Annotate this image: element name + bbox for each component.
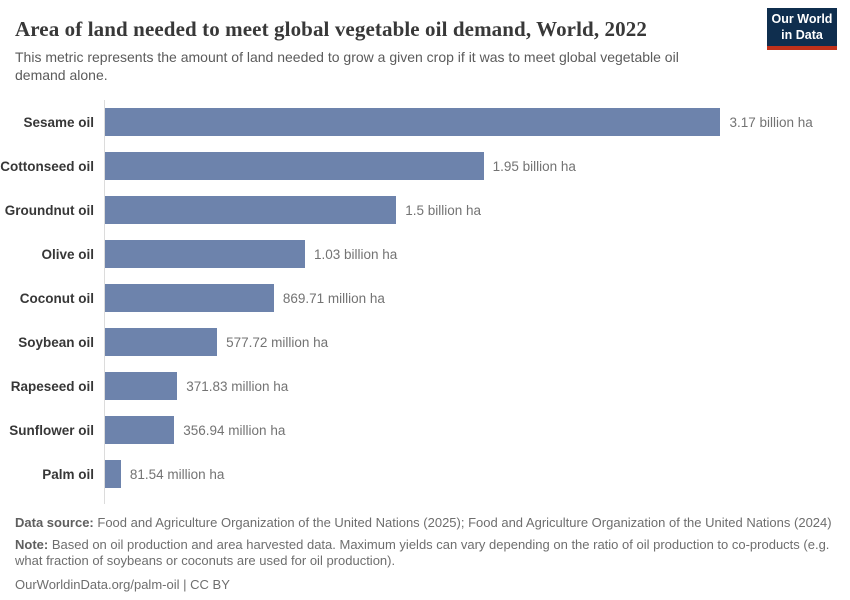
license-link[interactable]: CC BY	[190, 576, 230, 592]
bar[interactable]	[105, 152, 484, 181]
bar-track: 81.54 million ha	[104, 452, 835, 497]
bar-track: 577.72 million ha	[104, 320, 835, 365]
bar-track: 371.83 million ha	[104, 364, 835, 409]
owid-logo-line1: Our World	[771, 12, 833, 26]
data-source-label: Data source:	[15, 515, 94, 531]
value-label: 1.95 billion ha	[492, 158, 576, 174]
value-label: 869.71 million ha	[282, 290, 385, 306]
credit-separator: |	[183, 576, 187, 592]
value-label: 371.83 million ha	[186, 378, 289, 394]
owid-logo[interactable]: Our World in Data	[767, 8, 837, 50]
y-axis-tail	[15, 496, 835, 505]
bar[interactable]	[105, 460, 121, 489]
category-label: Coconut oil	[19, 290, 94, 306]
bar[interactable]	[105, 328, 218, 357]
value-label: 81.54 million ha	[129, 466, 225, 482]
category-label: Olive oil	[41, 246, 94, 262]
category-label: Rapeseed oil	[10, 378, 94, 394]
y-axis-line	[104, 496, 835, 505]
bar-track: 1.5 billion ha	[104, 188, 835, 233]
category-label: Palm oil	[42, 466, 94, 482]
owid-url-link[interactable]: OurWorldinData.org/palm-oil	[15, 576, 180, 592]
value-label: 3.17 billion ha	[729, 114, 813, 130]
chart-row: Coconut oil 869.71 million ha	[15, 276, 835, 321]
chart-row: Sesame oil 3.17 billion ha	[15, 100, 835, 145]
note-line: Note: Based on oil production and area h…	[15, 537, 835, 570]
bar-track: 869.71 million ha	[104, 276, 835, 321]
chart-subtitle: This metric represents the amount of lan…	[15, 49, 679, 83]
chart-row: Sunflower oil 356.94 million ha	[9, 408, 835, 453]
chart-row: Soybean oil 577.72 million ha	[15, 320, 835, 365]
chart-row: Palm oil 81.54 million ha	[15, 452, 835, 497]
data-source-text: Food and Agriculture Organization of the…	[97, 515, 832, 531]
note-text: Based on oil production and area harvest…	[15, 536, 830, 569]
owid-logo-line2: in Data	[781, 28, 823, 42]
chart-row: Rapeseed oil 371.83 million ha	[10, 364, 835, 409]
category-label: Sesame oil	[23, 114, 94, 130]
chart-footer: Data source: Food and Agriculture Organi…	[15, 515, 835, 593]
value-label: 1.5 billion ha	[405, 202, 481, 218]
value-label: 577.72 million ha	[226, 334, 329, 350]
bar-track: 356.94 million ha	[104, 408, 835, 453]
bar[interactable]	[105, 416, 175, 445]
chart-title: Area of land needed to meet global veget…	[15, 17, 647, 41]
chart-row: Groundnut oil 1.5 billion ha	[4, 188, 835, 233]
bar[interactable]	[105, 108, 721, 137]
chart-rows: Sesame oil 3.17 billion ha Cottonseed oil 1…	[0, 100, 835, 497]
value-label: 1.03 billion ha	[313, 246, 398, 262]
bar-track: 3.17 billion ha	[104, 100, 835, 145]
data-source-line: Data source: Food and Agriculture Organi…	[15, 515, 835, 532]
category-label: Sunflower oil	[9, 422, 94, 438]
bar[interactable]	[105, 372, 178, 401]
chart-row: Olive oil 1.03 billion ha	[15, 232, 835, 277]
value-label: 356.94 million ha	[183, 422, 286, 438]
bar-track: 1.03 billion ha	[104, 232, 835, 277]
credit-line: OurWorldinData.org/palm-oil | CC BY	[15, 577, 835, 594]
bar[interactable]	[105, 196, 397, 225]
bar-track: 1.95 billion ha	[104, 144, 835, 189]
category-label: Cottonseed oil	[0, 158, 94, 174]
category-label: Groundnut oil	[4, 202, 94, 218]
bar[interactable]	[105, 240, 305, 269]
bar[interactable]	[105, 284, 274, 313]
note-label: Note:	[15, 536, 49, 552]
bar-chart: Sesame oil 3.17 billion ha Cottonseed oil 1…	[0, 100, 835, 505]
category-label: Soybean oil	[18, 334, 94, 350]
chart-row: Cottonseed oil 1.95 billion ha	[0, 144, 835, 189]
